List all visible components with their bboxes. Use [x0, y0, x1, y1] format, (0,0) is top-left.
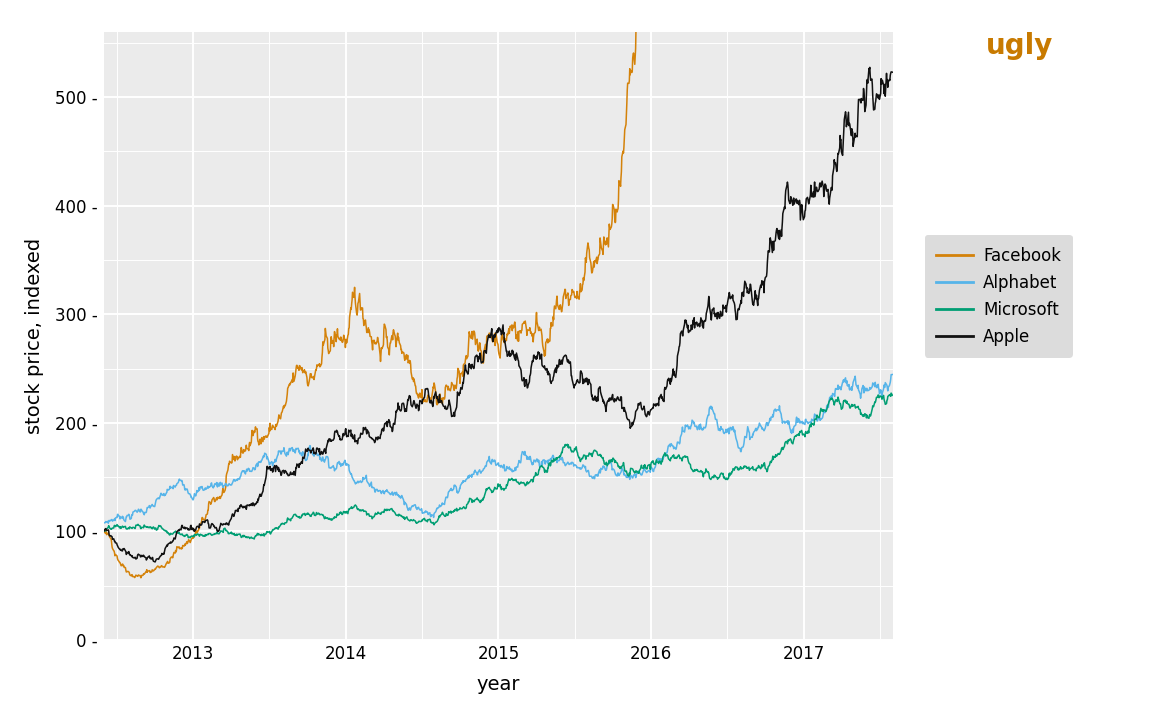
Text: ugly: ugly	[986, 32, 1053, 60]
Y-axis label: stock price, indexed: stock price, indexed	[25, 238, 44, 434]
Legend: Facebook, Alphabet, Microsoft, Apple: Facebook, Alphabet, Microsoft, Apple	[925, 235, 1073, 358]
X-axis label: year: year	[477, 675, 520, 693]
